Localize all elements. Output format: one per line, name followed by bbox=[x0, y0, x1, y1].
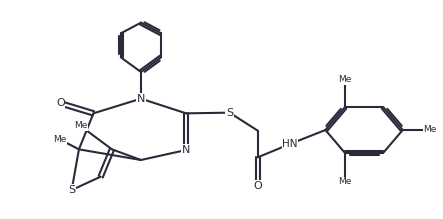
Text: N: N bbox=[137, 94, 145, 104]
Text: O: O bbox=[253, 181, 262, 191]
Text: S: S bbox=[226, 108, 233, 118]
Text: HN: HN bbox=[282, 139, 298, 149]
Text: N: N bbox=[182, 145, 190, 155]
Text: Me: Me bbox=[74, 122, 87, 131]
Text: S: S bbox=[68, 185, 75, 195]
Text: Me: Me bbox=[338, 76, 351, 85]
Text: O: O bbox=[56, 98, 65, 108]
Text: Me: Me bbox=[424, 125, 437, 134]
Text: Me: Me bbox=[53, 135, 66, 144]
Text: Me: Me bbox=[338, 177, 351, 186]
